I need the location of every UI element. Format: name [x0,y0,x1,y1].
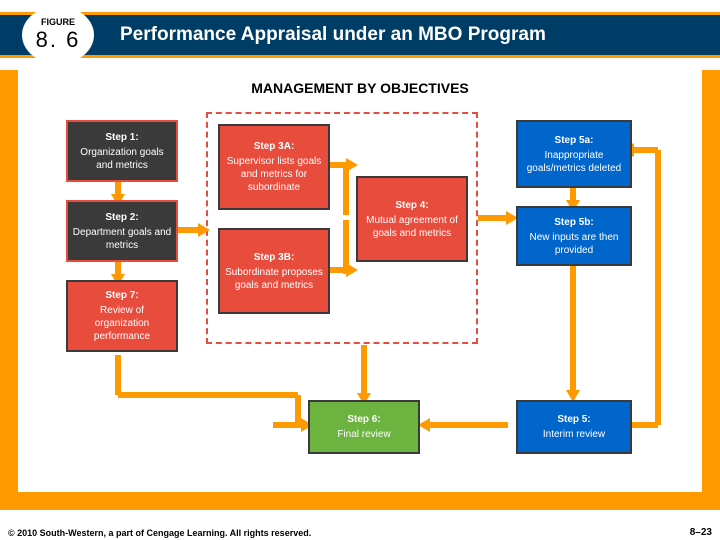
flow-arrow [178,227,200,233]
step-label: Step 1: [72,131,172,144]
flow-arrow [428,422,508,428]
step-text: Final review [314,428,414,441]
figure-number: 8. 6 [36,27,81,53]
step-text: Inappropriate goals/metrics deleted [522,149,626,175]
flow-arrow [343,165,349,215]
header-bar: Performance Appraisal under an MBO Progr… [0,12,720,58]
diagram-container: MANAGEMENT BY OBJECTIVES Step 1: Organiza… [0,70,720,510]
step-label: Step 5: [522,413,626,426]
flow-arrow [570,266,576,392]
flow-arrow [343,220,349,274]
figure-badge: FIGURE 8. 6 [22,6,94,64]
step-box-step4: Step 4: Mutual agreement of goals and met… [356,176,468,262]
step-text: Interim review [522,428,626,441]
step-text: Supervisor lists goals and metrics for s… [224,155,324,194]
step-label: Step 3A: [224,140,324,153]
step-label: Step 7: [72,289,172,302]
step-label: Step 4: [362,199,462,212]
flow-arrow [655,150,661,425]
step-text: Review of organization performance [72,304,172,343]
step-box-step3a: Step 3A: Supervisor lists goals and metri… [218,124,330,210]
step-text: Department goals and metrics [72,226,172,252]
step-text: New inputs are then provided [522,231,626,257]
step-box-step7: Step 7: Review of organization performanc… [66,280,178,352]
step-label: Step 5a: [522,134,626,147]
flow-arrow [632,422,658,428]
step-label: Step 2: [72,211,172,224]
flow-arrow [632,147,658,153]
figure-label: FIGURE [41,17,75,27]
step-box-step1: Step 1: Organization goals and metrics [66,120,178,182]
flow-arrow [115,355,121,395]
step-label: Step 3B: [224,251,324,264]
flow-arrow [118,392,298,398]
step-box-step3b: Step 3B: Subordinate proposes goals and m… [218,228,330,314]
page-number: 8–23 [690,527,712,538]
step-text: Mutual agreement of goals and metrics [362,214,462,240]
step-text: Organization goals and metrics [72,146,172,172]
arrow-head-icon [198,223,210,237]
step-box-step5a: Step 5a: Inappropriate goals/metrics dele… [516,120,632,188]
page-title: Performance Appraisal under an MBO Progr… [120,24,546,46]
step-box-step2: Step 2: Department goals and metrics [66,200,178,262]
flow-arrow [361,345,367,395]
step-text: Subordinate proposes goals and metrics [224,266,324,292]
step-box-step5b: Step 5b: New inputs are then provided [516,206,632,266]
step-label: Step 6: [314,413,414,426]
flow-arrow [478,215,508,221]
step-box-step6: Step 6: Final review [308,400,420,454]
step-label: Step 5b: [522,216,626,229]
copyright-text: © 2010 South-Western, a part of Cengage … [8,528,311,538]
diagram-title: MANAGEMENT BY OBJECTIVES [18,80,702,96]
step-box-step5: Step 5: Interim review [516,400,632,454]
flow-arrow [273,422,303,428]
